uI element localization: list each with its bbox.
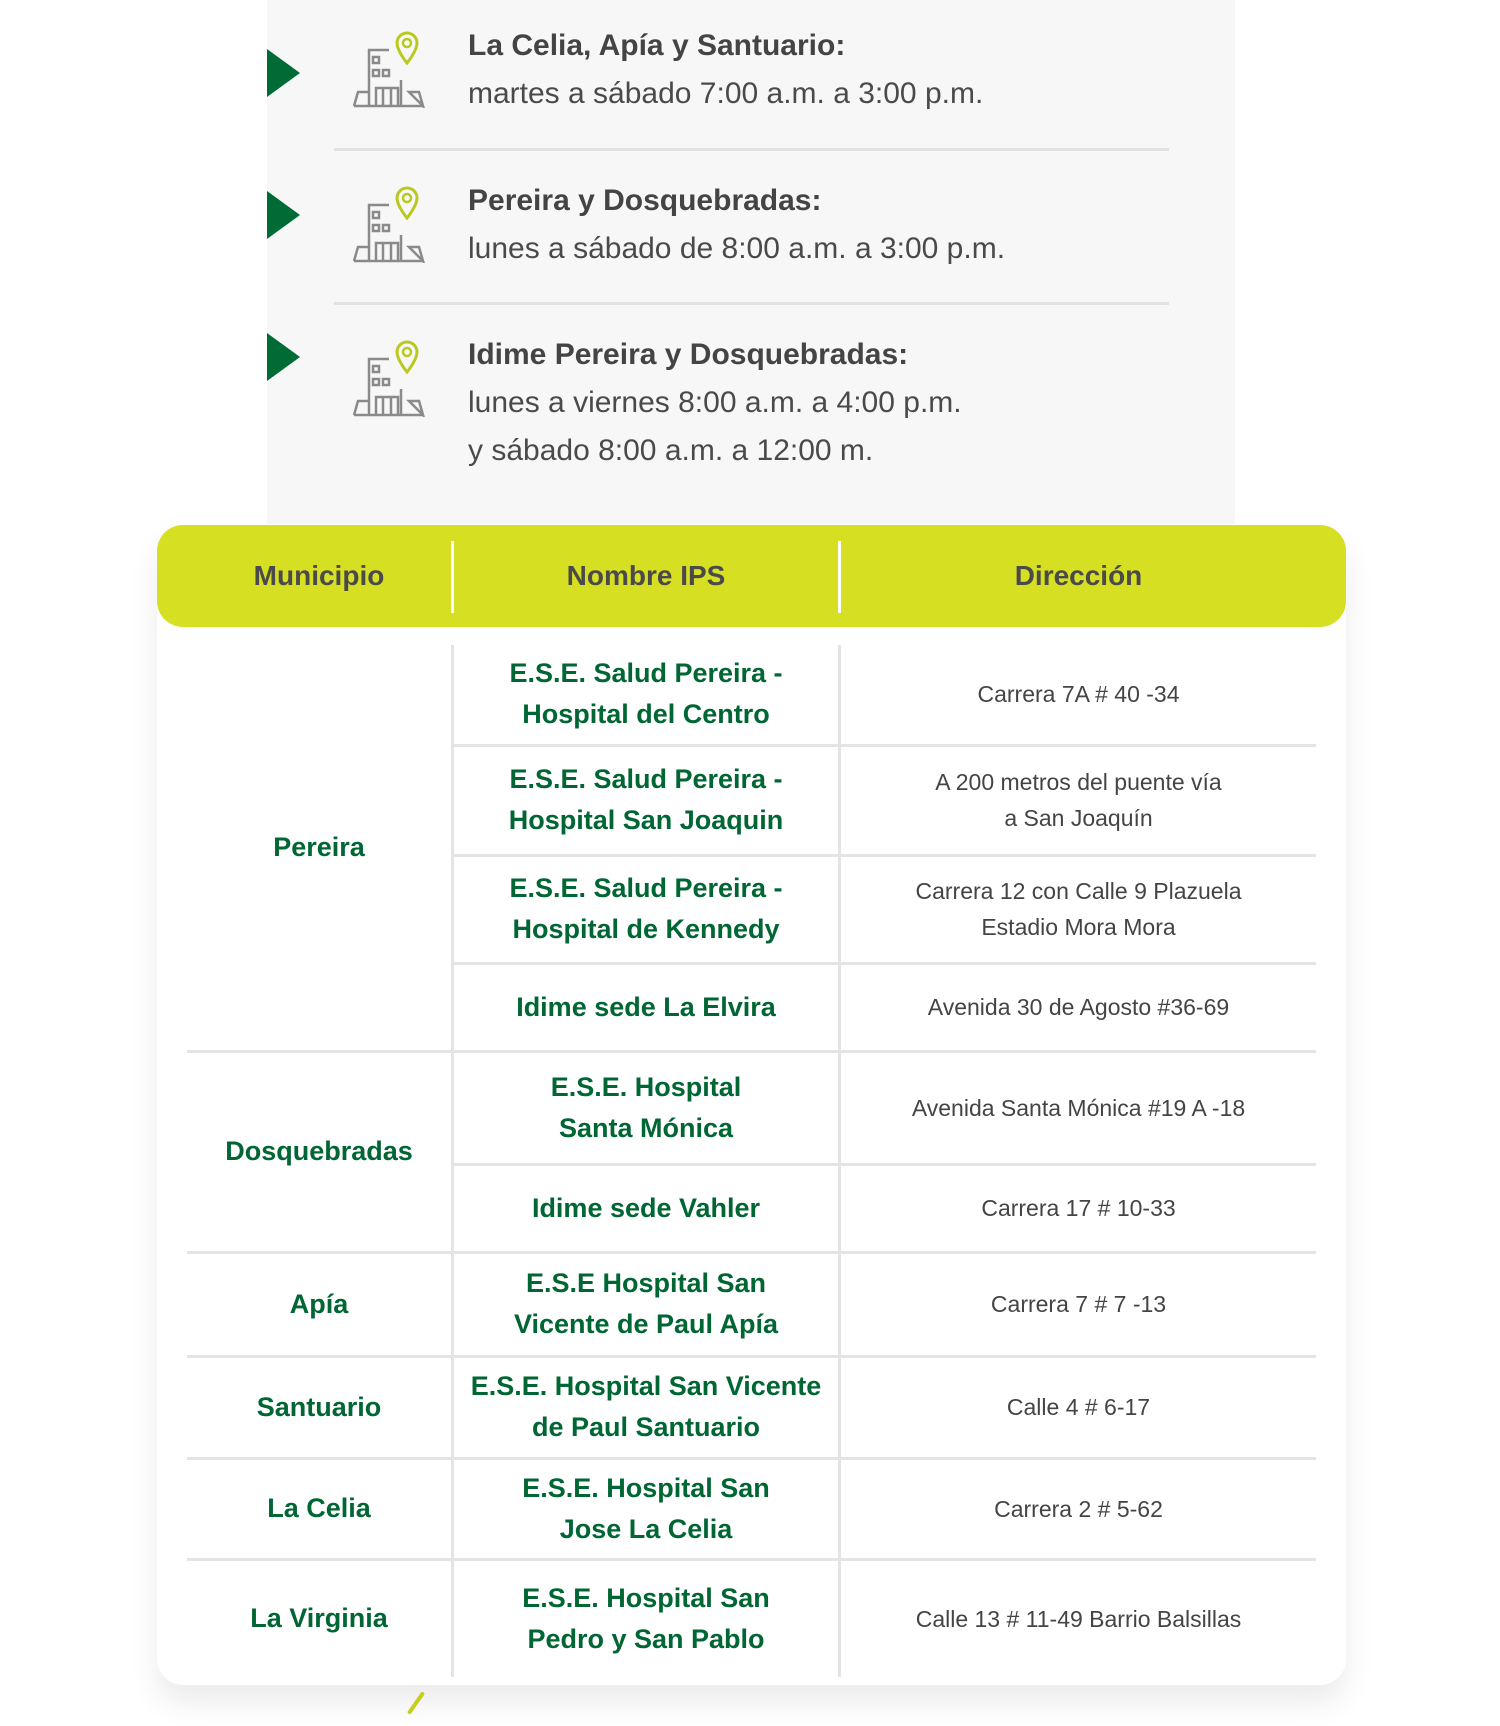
table-row: Idime sede La Elvira Avenida 30 de Agosto… [187, 961, 1316, 1051]
address-cell: Calle 4 # 6-17 [839, 1354, 1316, 1458]
divider [334, 148, 1169, 151]
address-line: A 200 metros del puente vía [935, 769, 1222, 795]
address-line: Calle 4 # 6-17 [1006, 1394, 1151, 1420]
address-cell: Calle 13 # 11-49 Barrio Balsillas [839, 1557, 1316, 1677]
schedule-title: La Celia, Apía y Santuario: [468, 29, 846, 62]
ips-name-cell: Idime sede La Elvira [451, 961, 841, 1051]
ips-name-line: de Paul Santuario [531, 1412, 761, 1442]
address-cell: Carrera 7 # 7 -13 [839, 1250, 1316, 1356]
header-separator [451, 541, 454, 613]
play-arrow-icon [267, 333, 300, 381]
municipio-cell: Santuario [187, 1354, 453, 1458]
ips-name-cell: E.S.E. Hospital San Vicente de Paul Santu… [451, 1354, 841, 1458]
address-line: Carrera 2 # 5-62 [994, 1495, 1163, 1522]
address-line: Carrera 7 # 7 -13 [990, 1291, 1167, 1317]
ips-name-line: Hospital San Joaquin [508, 805, 784, 835]
address-cell: Avenida 30 de Agosto #36-69 [839, 961, 1316, 1051]
ips-name-line: E.S.E. Hospital San [522, 1472, 770, 1503]
ips-name-line: Hospital de Kennedy [512, 914, 780, 944]
schedule-hours: lunes a viernes 8:00 a.m. a 4:00 p.m. [468, 386, 962, 419]
municipio-cell: Apía [187, 1250, 453, 1356]
play-arrow-icon [267, 191, 300, 239]
building-location-icon [352, 31, 425, 108]
decorative-slash [406, 1691, 426, 1715]
ips-name-cell: E.S.E. Salud Pereira - Hospital de Kenned… [451, 853, 841, 963]
divider [334, 302, 1169, 305]
municipio-cell: Dosquebradas [187, 1049, 453, 1252]
ips-name-cell: E.S.E. Salud Pereira - Hospital del Centr… [451, 645, 841, 745]
ips-name-line: E.S.E. Hospital [550, 1071, 742, 1102]
header-municipio: Municipio [253, 560, 385, 591]
ips-name-cell: E.S.E. Hospital San Pedro y San Pablo [451, 1557, 841, 1677]
address-line: Calle 13 # 11-49 Barrio Balsillas [915, 1605, 1242, 1632]
ips-name-line: E.S.E. Hospital San [522, 1582, 770, 1613]
ips-name-line: Jose La Celia [559, 1513, 733, 1544]
municipio-cell: La Virginia [187, 1557, 453, 1677]
schedule-panel: La Celia, Apía y Santuario: martes a sáb… [267, 0, 1235, 524]
ips-name-cell: Idime sede Vahler [451, 1162, 841, 1252]
address-line: Estadio Mora Mora [981, 914, 1176, 940]
table-row: Idime sede Vahler Carrera 17 # 10-33 [187, 1162, 1316, 1252]
header-nombre-ips: Nombre IPS [566, 560, 726, 591]
schedule-hours: y sábado 8:00 a.m. a 12:00 m. [468, 434, 874, 467]
building-location-icon [352, 186, 425, 263]
ips-name-line: Idime sede La Elvira [516, 991, 776, 1022]
address-cell: Carrera 7A # 40 -34 [840, 645, 1317, 745]
table-header: Municipio Nombre IPS Dirección [157, 525, 1346, 627]
ips-name-cell: E.S.E. Hospital Santa Mónica [451, 1049, 841, 1164]
schedule-title: Pereira y Dosquebradas: [468, 184, 822, 217]
address-line: a San Joaquín [1004, 805, 1153, 831]
ips-name-line: E.S.E Hospital San [525, 1268, 767, 1298]
building-location-icon [352, 340, 425, 417]
address-line: Carrera 17 # 10-33 [981, 1195, 1176, 1221]
table-row: E.S.E. Salud Pereira - Hospital de Kenned… [187, 853, 1316, 963]
ips-name-cell: E.S.E Hospital San Vicente de Paul Apía [451, 1250, 841, 1356]
ips-name-line: E.S.E. Salud Pereira - [509, 764, 783, 794]
table-row: Apía E.S.E Hospital San Vicente de Paul Ap… [187, 1250, 1316, 1356]
header-direccion: Dirección [1014, 560, 1143, 591]
ips-name-line: Hospital del Centro [522, 699, 770, 730]
address-cell: Carrera 17 # 10-33 [839, 1162, 1316, 1252]
address-line: Carrera 7A # 40 -34 [977, 681, 1180, 708]
address-cell: A 200 metros del puente vía a San Joaquín [839, 743, 1316, 855]
ips-name-line: Santa Mónica [558, 1112, 734, 1143]
table-row: La Virginia E.S.E. Hospital San Pedro y Sa… [187, 1557, 1316, 1677]
schedule-hours: martes a sábado 7:00 a.m. a 3:00 p.m. [468, 77, 984, 110]
ips-name-line: Idime sede Vahler [531, 1192, 761, 1223]
header-separator [838, 541, 841, 613]
ips-name-line: Vicente de Paul Apía [513, 1309, 779, 1339]
address-cell: Avenida Santa Mónica #19 A -18 [839, 1049, 1316, 1164]
table-row: Santuario E.S.E. Hospital San Vicente de P… [187, 1354, 1316, 1458]
address-line: Carrera 12 con Calle 9 Plazuela [915, 878, 1242, 904]
table-row: Dosquebradas E.S.E. Hospital Santa Mónica A… [187, 1049, 1316, 1252]
ips-name-cell: E.S.E. Salud Pereira - Hospital San Joaqu… [451, 743, 841, 855]
ips-table: Pereira E.S.E. Salud Pereira - Hospital de… [187, 645, 1316, 1677]
ips-name-line: Pedro y San Pablo [527, 1623, 765, 1654]
schedule-title: Idime Pereira y Dosquebradas: [468, 338, 909, 371]
ips-name-line: E.S.E. Hospital San Vicente [470, 1371, 822, 1401]
ips-table-card: Municipio Nombre IPS Dirección Pereira E.… [157, 525, 1346, 1685]
ips-name-line: E.S.E. Salud Pereira - [509, 658, 783, 689]
schedule-hours: lunes a sábado de 8:00 a.m. a 3:00 p.m. [468, 232, 1006, 265]
ips-name-line: E.S.E. Salud Pereira - [509, 873, 783, 903]
table-row: E.S.E. Salud Pereira - Hospital San Joaqu… [187, 743, 1316, 855]
table-row: Pereira E.S.E. Salud Pereira - Hospital de… [187, 645, 1317, 862]
table-row: La Celia E.S.E. Hospital San Jose La Celia… [187, 1456, 1316, 1559]
municipio-cell: Pereira [273, 831, 365, 862]
address-cell: Carrera 2 # 5-62 [839, 1456, 1316, 1559]
ips-name-cell: E.S.E. Hospital San Jose La Celia [451, 1456, 841, 1559]
play-arrow-icon [267, 49, 300, 97]
address-line: Avenida Santa Mónica #19 A -18 [911, 1094, 1246, 1121]
address-cell: Carrera 12 con Calle 9 Plazuela Estadio M… [839, 853, 1316, 963]
municipio-cell: La Celia [187, 1456, 453, 1559]
address-line: Avenida 30 de Agosto #36-69 [927, 994, 1230, 1020]
